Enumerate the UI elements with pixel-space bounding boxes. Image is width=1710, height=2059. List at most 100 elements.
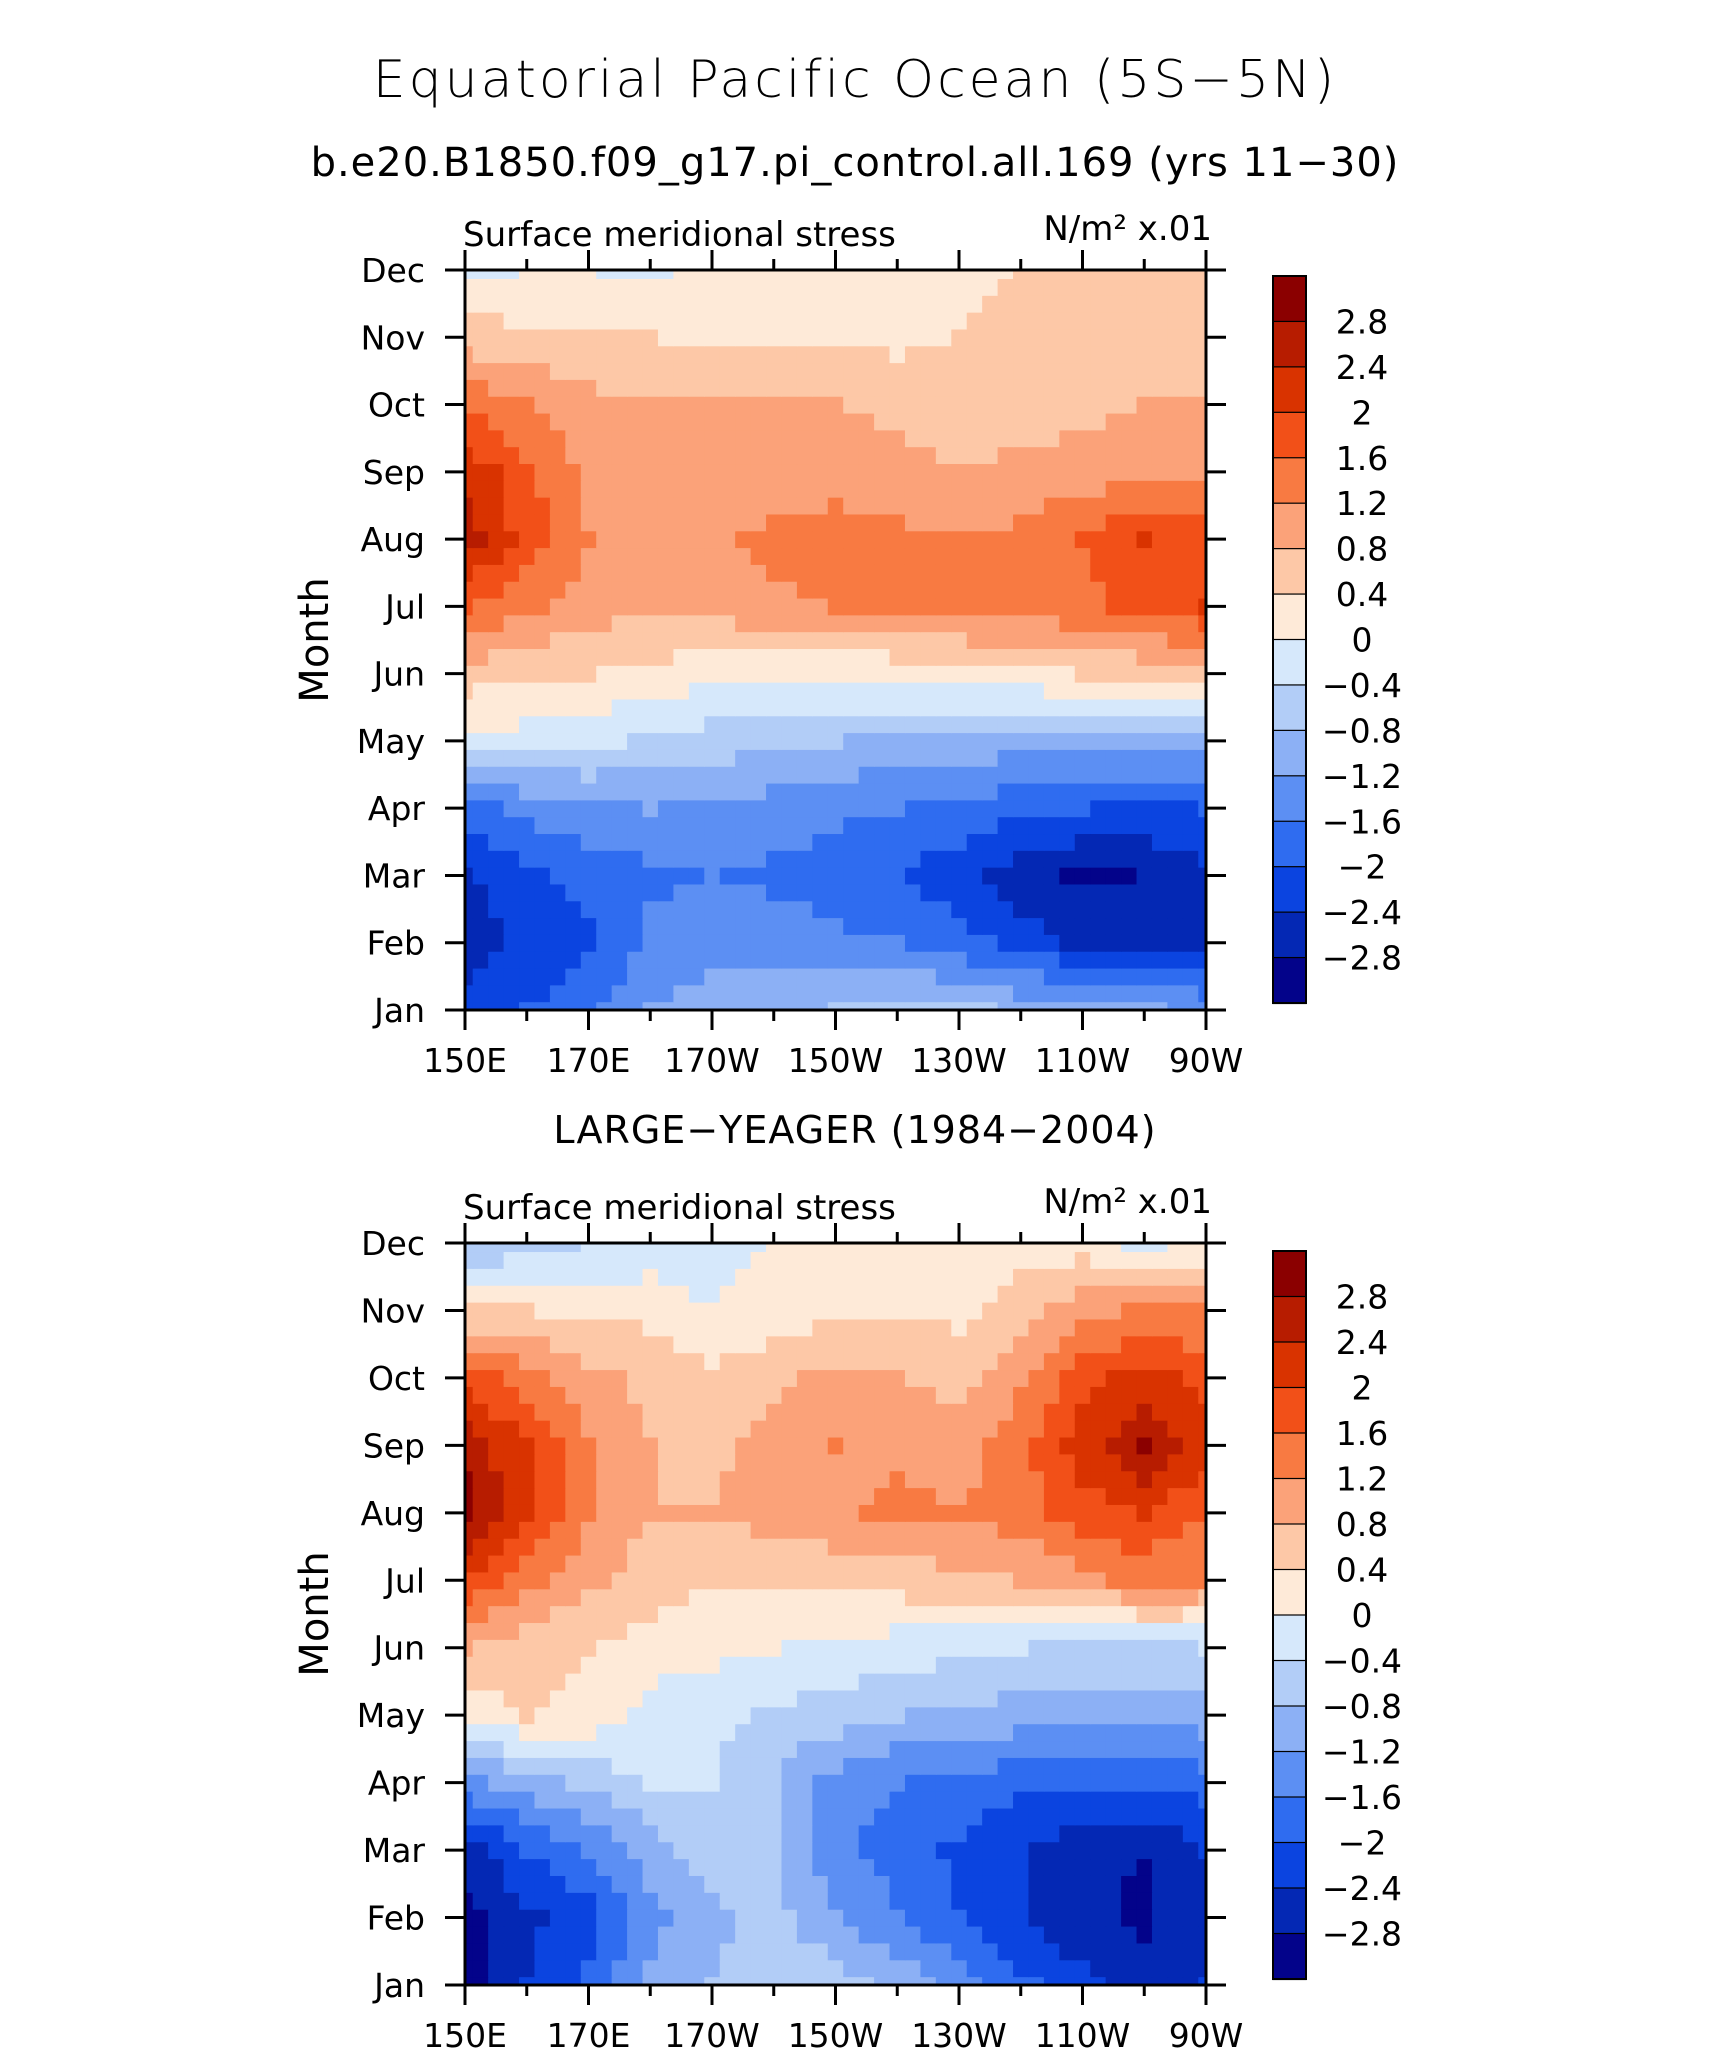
heatmap-cell [966, 396, 983, 414]
heatmap-cell [534, 1453, 551, 1472]
heatmap-cell [1136, 362, 1153, 380]
heatmap-cell [580, 530, 597, 549]
heatmap-cell [580, 1386, 597, 1404]
heatmap-cell [966, 614, 983, 633]
heatmap-cell [796, 446, 813, 465]
heatmap-cell [920, 1706, 937, 1725]
heatmap-cell [1182, 1268, 1199, 1286]
heatmap-cell [843, 917, 860, 935]
heatmap-cell [935, 429, 952, 448]
heatmap-cell [688, 665, 705, 683]
heatmap-cell [920, 530, 937, 549]
heatmap-cell [611, 1420, 628, 1438]
heatmap-cell [982, 1740, 999, 1758]
heatmap-cell [1074, 682, 1091, 700]
heatmap-cell [1074, 345, 1091, 364]
heatmap-cell [766, 1386, 783, 1404]
heatmap-cell [1198, 1656, 1207, 1674]
heatmap-cell [704, 1335, 721, 1354]
heatmap-cell [904, 1554, 922, 1573]
heatmap-cell [657, 1622, 675, 1640]
heatmap-cell [1167, 1892, 1184, 1910]
heatmap-cell [465, 412, 474, 431]
heatmap-cell [657, 631, 675, 650]
heatmap-cell [596, 900, 613, 919]
heatmap-cell [1013, 698, 1030, 717]
heatmap-cell [688, 1352, 705, 1371]
heatmap-cell [1059, 1791, 1076, 1809]
heatmap-cell [1167, 1942, 1184, 1961]
heatmap-cell [874, 1369, 891, 1387]
heatmap-cell [1198, 984, 1207, 1003]
heatmap-cell [858, 1656, 875, 1674]
heatmap-cell [858, 614, 875, 633]
heatmap-cell [951, 1243, 968, 1253]
heatmap-cell [951, 1774, 968, 1792]
heatmap-cell [611, 379, 628, 397]
heatmap-cell [1105, 1656, 1122, 1674]
heatmap-cell [889, 682, 906, 700]
heatmap-cell [781, 1352, 798, 1371]
heatmap-cell [627, 581, 644, 599]
heatmap-cell [735, 1942, 752, 1961]
heatmap-cell [642, 900, 659, 919]
heatmap-cell [1043, 295, 1060, 313]
heatmap-cell [766, 984, 783, 1003]
heatmap-cell [1028, 1251, 1045, 1269]
heatmap-cell [982, 1352, 999, 1371]
heatmap-cell [534, 1774, 551, 1792]
heatmap-cell [465, 799, 474, 818]
heatmap-cell [534, 1824, 551, 1843]
heatmap-cell [488, 1976, 505, 1986]
heatmap-cell [519, 295, 536, 313]
heatmap-cell [1090, 328, 1107, 347]
heatmap-cell [1167, 1420, 1184, 1438]
heatmap-cell [858, 1689, 875, 1708]
heatmap-cell [750, 1942, 767, 1961]
heatmap-cell [719, 867, 736, 885]
heatmap-cell [1167, 1571, 1184, 1590]
heatmap-cell [1105, 1588, 1122, 1607]
heatmap-cell [966, 312, 983, 330]
heatmap-cell [1167, 1925, 1184, 1944]
heatmap-cell [982, 816, 999, 835]
heatmap-cell [673, 480, 690, 498]
heatmap-cell [472, 1318, 489, 1337]
heatmap-cell [1182, 1420, 1199, 1438]
heatmap-cell [1028, 497, 1045, 515]
heatmap-cell [1121, 1942, 1138, 1961]
heatmap-cell [1013, 1807, 1030, 1826]
heatmap-cell [966, 1335, 983, 1354]
heatmap-cell [688, 412, 705, 431]
heatmap-cell [982, 1824, 999, 1843]
heatmap-cell [1167, 1791, 1184, 1809]
heatmap-cell [1182, 967, 1199, 986]
heatmap-cell [935, 1369, 952, 1387]
heatmap-cell [1167, 1251, 1184, 1269]
heatmap-cell [796, 1571, 813, 1590]
heatmap-cell [1043, 513, 1060, 532]
heatmap-cell [580, 1689, 597, 1708]
heatmap-cell [704, 530, 721, 549]
heatmap-cell [858, 1504, 875, 1522]
heatmap-cell [935, 934, 952, 952]
heatmap-cell [935, 1251, 952, 1269]
heatmap-cell [704, 1858, 721, 1876]
heatmap-cell [688, 1268, 705, 1286]
heatmap-cell [657, 1858, 675, 1876]
heatmap-cell [704, 1673, 721, 1691]
heatmap-cell [549, 379, 566, 397]
heatmap-cell [781, 631, 798, 650]
heatmap-cell [766, 1605, 783, 1624]
heatmap-cell [596, 1689, 613, 1708]
heatmap-cell [843, 1841, 860, 1860]
heatmap-cell [1074, 1622, 1091, 1640]
heatmap-cell [858, 967, 875, 986]
heatmap-cell [565, 480, 582, 498]
heatmap-cell [796, 1369, 813, 1387]
heatmap-cell [488, 1453, 505, 1472]
heatmap-cell [719, 581, 736, 599]
heatmap-cell [657, 1554, 675, 1573]
heatmap-cell [951, 581, 968, 599]
heatmap-cell [951, 1487, 968, 1505]
